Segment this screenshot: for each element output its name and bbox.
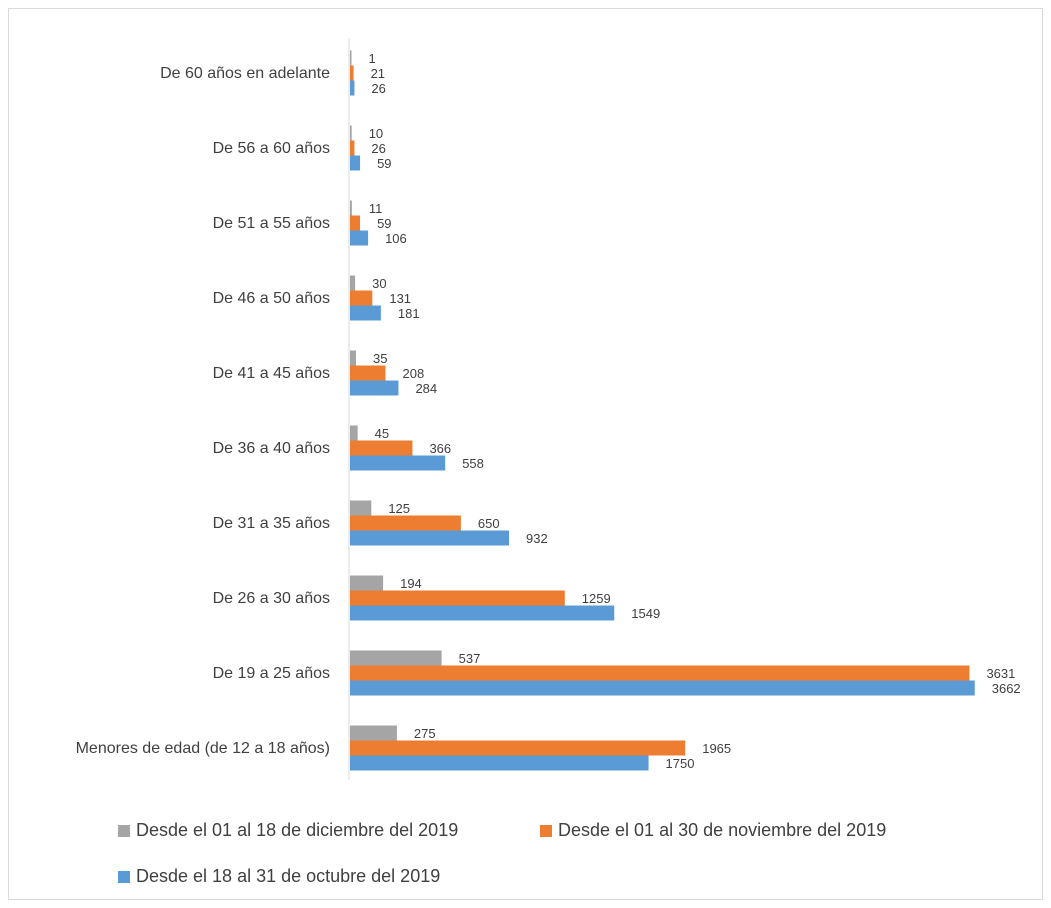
bar: [350, 125, 352, 141]
data-label: 1750: [666, 756, 695, 771]
legend-item-octubre: Desde el 18 al 31 de octubre del 2019: [118, 866, 440, 887]
data-label: 30: [372, 276, 386, 291]
legend-swatch-octubre: [118, 870, 130, 883]
data-label: 537: [459, 651, 481, 666]
data-label: 106: [385, 231, 407, 246]
data-label: 1259: [582, 591, 611, 606]
category-label: De 41 a 45 años: [213, 365, 330, 382]
category-label: De 36 a 40 años: [213, 440, 330, 457]
data-label: 284: [415, 381, 437, 396]
data-label: 21: [371, 66, 385, 81]
data-label: 45: [375, 426, 389, 441]
bar: [350, 230, 369, 246]
data-label: 1965: [702, 741, 731, 756]
category-label: De 19 a 25 años: [213, 665, 330, 682]
legend-swatch-diciembre: [118, 824, 130, 837]
data-label: 59: [377, 216, 391, 231]
data-label: 366: [429, 441, 451, 456]
bar: [350, 740, 686, 756]
category-label: De 60 años en adelante: [160, 65, 330, 82]
legend-label-octubre: Desde el 18 al 31 de octubre del 2019: [136, 866, 441, 886]
data-label: 59: [377, 156, 391, 171]
bar: [350, 590, 565, 606]
bar: [350, 140, 355, 156]
bar: [350, 290, 373, 306]
category-label: De 51 a 55 años: [213, 215, 330, 232]
data-label: 11: [369, 201, 383, 216]
data-label: 932: [526, 531, 548, 546]
bar: [350, 530, 509, 546]
category-label: De 46 a 50 años: [213, 290, 330, 307]
legend-label-diciembre: Desde el 01 al 18 de diciembre del 2019: [136, 820, 459, 840]
bar: [350, 575, 384, 591]
bar: [350, 665, 970, 681]
data-label: 181: [398, 306, 420, 321]
category-label: De 26 a 30 años: [213, 590, 330, 607]
bar: [350, 650, 442, 666]
data-label: 1549: [631, 606, 660, 621]
bar: [350, 380, 399, 396]
bar: [350, 500, 372, 516]
bar: [350, 515, 461, 531]
bar: [350, 455, 446, 471]
bar: [350, 440, 413, 456]
category-label: Menores de edad (de 12 a 18 años): [76, 740, 330, 757]
bar: [350, 50, 352, 66]
data-label: 194: [400, 576, 422, 591]
data-label: 650: [478, 516, 500, 531]
legend-item-diciembre: Desde el 01 al 18 de diciembre del 2019: [118, 820, 458, 841]
bar: [350, 350, 356, 366]
bar: [350, 305, 381, 321]
category-label: De 31 a 35 años: [213, 515, 330, 532]
bar: [350, 425, 358, 441]
bar: [350, 215, 361, 231]
bar: [350, 200, 352, 216]
bar: [350, 155, 361, 171]
data-label: 3631: [986, 666, 1015, 681]
data-label: 558: [462, 456, 484, 471]
data-label: 125: [388, 501, 410, 516]
bar: [350, 680, 975, 696]
bar: [350, 275, 356, 291]
legend-item-noviembre: Desde el 01 al 30 de noviembre del 2019: [540, 820, 886, 841]
bar: [350, 65, 354, 81]
bar: [350, 725, 397, 741]
data-label: 10: [369, 126, 383, 141]
data-label: 26: [371, 141, 385, 156]
bar: [350, 80, 355, 96]
legend-swatch-noviembre: [540, 824, 552, 837]
data-label: 208: [402, 366, 424, 381]
legend-label-noviembre: Desde el 01 al 30 de noviembre del 2019: [558, 820, 887, 840]
data-label: 3662: [992, 681, 1021, 696]
bar: [350, 755, 649, 771]
bar: [350, 605, 615, 621]
data-label: 1: [369, 51, 376, 66]
data-label: 26: [371, 81, 385, 96]
category-label: De 56 a 60 años: [213, 140, 330, 157]
data-label: 35: [373, 351, 387, 366]
data-label: 131: [389, 291, 411, 306]
bar: [350, 365, 386, 381]
data-label: 275: [414, 726, 436, 741]
